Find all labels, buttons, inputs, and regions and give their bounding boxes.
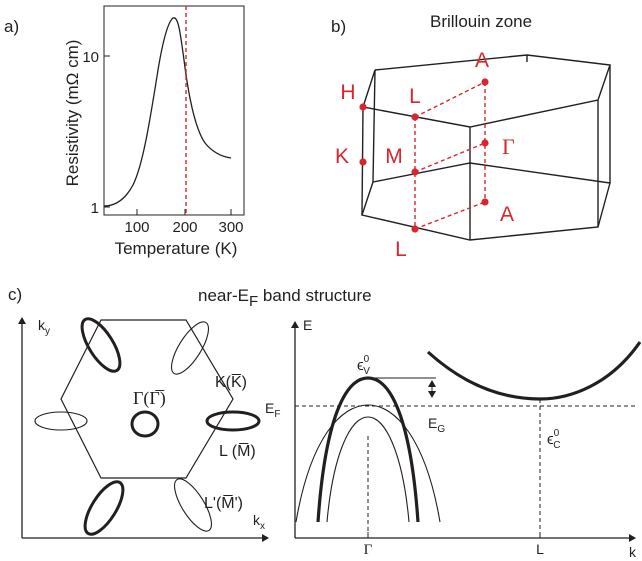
eps-v-label: ϵ0 V <box>357 354 370 377</box>
panel-c-title-prefix: near-E <box>198 286 249 305</box>
EG-label-E: E <box>428 415 437 431</box>
kx-axis-label-sub: x <box>260 521 265 532</box>
L-pocket-bottom-left <box>83 480 125 536</box>
valence-band-thin-inner <box>326 416 410 523</box>
panel-c-fermi-surface: ky kx K(K̅) Γ(Γ̅) L (M̅) L'(M̅') <box>18 317 269 542</box>
panel-c-band-structure: E k Γ L EF ϵ0 V EG ϵ0 C <box>265 317 642 560</box>
ky-axis-label: ky <box>38 317 50 337</box>
panel-a-xtick-100: 100 <box>124 219 149 236</box>
ky-axis-label-k: k <box>38 317 46 333</box>
bz-label-K: K <box>335 145 349 168</box>
brillouin-zone-title: Brillouin zone <box>430 12 532 31</box>
k-axis-label: k <box>629 544 637 560</box>
eps-c-sup: 0 <box>554 428 560 439</box>
panel-b: b) Brillouin zone <box>331 12 611 261</box>
brillouin-zone-symmetry-lines <box>414 81 486 230</box>
kx-axis-label-k: k <box>253 512 261 528</box>
brillouin-zone-prism <box>361 54 611 241</box>
fs-label-K: K(K̅) <box>215 373 247 391</box>
bz-label-A-top: A <box>475 49 489 72</box>
panel-a-ytick-1: 1 <box>91 200 99 217</box>
EF-label-sub: F <box>274 409 280 420</box>
eps-v-sub: V <box>363 366 370 377</box>
brillouin-zone-points <box>359 78 489 233</box>
panel-c-title: near-EF band structure <box>198 286 372 310</box>
valence-band-thin-outer <box>295 404 441 523</box>
resistivity-curve <box>103 17 232 207</box>
eps-c-symbol: ϵ <box>547 431 554 448</box>
panel-a-xtick-300: 300 <box>218 219 243 236</box>
surface-brillouin-zone-hexagon <box>60 319 234 479</box>
panel-a-label: a) <box>4 17 19 36</box>
panel-c-title-sub: F <box>249 293 258 310</box>
eps-v-symbol: ϵ <box>357 357 364 374</box>
panel-b-label: b) <box>331 17 346 36</box>
Lp-pocket-top-right <box>171 321 209 375</box>
panel-a-xtick-200: 200 <box>172 219 197 236</box>
L-pocket-top-left <box>80 317 122 373</box>
fs-label-Gamma: Γ(Γ̅) <box>133 388 166 409</box>
kx-axis-label: kx <box>253 512 265 532</box>
EF-label: EF <box>265 400 280 420</box>
energy-axis-label: E <box>303 317 312 333</box>
panel-a-ylabel: Resistivity (mΩ cm) <box>63 40 82 187</box>
k-axis-gamma-label: Γ <box>364 542 373 558</box>
EF-label-E: E <box>265 400 274 416</box>
panel-a-plot-frame <box>103 5 245 216</box>
fs-label-Lprime: L'(M̅') <box>204 494 243 512</box>
bz-label-L-bottom: L <box>395 238 407 261</box>
panel-c-label: c) <box>8 285 22 304</box>
panel-c-title-suffix: band structure <box>258 286 371 305</box>
Lp-pocket-left <box>34 411 88 431</box>
valence-band-bold <box>316 376 420 523</box>
eps-v-sup: 0 <box>364 354 370 365</box>
bz-label-L-top: L <box>409 85 421 108</box>
panel-a: a) 10 1 100 200 300 Temperature (K) Resi… <box>4 5 245 258</box>
L-pocket-right <box>205 410 261 432</box>
gamma-pocket <box>130 410 160 438</box>
fs-label-L: L (M̅) <box>219 442 256 460</box>
bz-label-A-bottom: A <box>500 203 514 226</box>
bz-label-H: H <box>340 81 355 104</box>
bz-label-M: M <box>385 145 403 168</box>
eps-c-sub: C <box>553 440 560 451</box>
EG-label-sub: G <box>437 424 445 435</box>
conduction-band <box>426 341 642 401</box>
panel-a-ticks <box>104 55 232 215</box>
panel-a-xlabel: Temperature (K) <box>115 239 238 258</box>
EG-label: EG <box>428 415 445 435</box>
bz-label-Gamma: Γ <box>502 134 515 159</box>
ky-axis-label-sub: y <box>45 326 50 337</box>
Lp-pocket-bottom-right <box>174 478 212 532</box>
eps-c-label: ϵ0 C <box>547 428 560 451</box>
k-axis-L-label: L <box>536 541 544 557</box>
panel-a-ytick-10: 10 <box>82 49 99 66</box>
